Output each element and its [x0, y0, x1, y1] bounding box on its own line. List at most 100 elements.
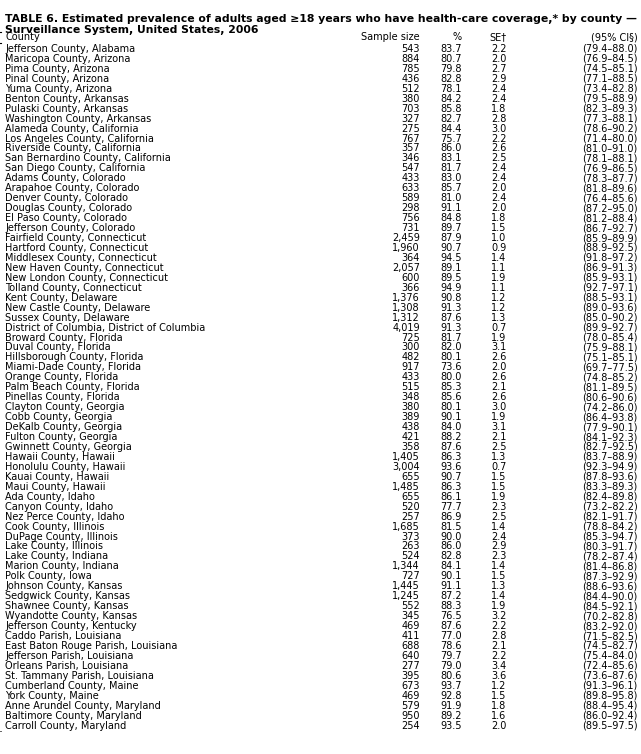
Text: 3.0: 3.0: [491, 124, 506, 133]
Text: 88.3: 88.3: [440, 601, 462, 611]
Text: Sample size: Sample size: [362, 32, 420, 42]
Text: Jefferson Parish, Louisiana: Jefferson Parish, Louisiana: [5, 651, 133, 661]
Text: (88.9–92.5): (88.9–92.5): [582, 243, 638, 253]
Text: 3,004: 3,004: [392, 462, 420, 472]
Text: (74.5–82.7): (74.5–82.7): [582, 641, 638, 651]
Text: (84.4–90.0): (84.4–90.0): [583, 591, 638, 601]
Text: 2.3: 2.3: [491, 501, 506, 512]
Text: (78.2–87.4): (78.2–87.4): [582, 551, 638, 562]
Text: 345: 345: [401, 611, 420, 621]
Text: 90.7: 90.7: [440, 472, 462, 482]
Text: Gwinnett County, Georgia: Gwinnett County, Georgia: [5, 442, 132, 452]
Text: (79.5–88.9): (79.5–88.9): [582, 93, 638, 104]
Text: 86.3: 86.3: [440, 482, 462, 492]
Text: 94.5: 94.5: [440, 253, 462, 263]
Text: 411: 411: [401, 631, 420, 641]
Text: 1.5: 1.5: [491, 572, 506, 581]
Text: Kent County, Delaware: Kent County, Delaware: [5, 293, 117, 302]
Text: 2,057: 2,057: [392, 263, 420, 273]
Text: 3.1: 3.1: [491, 422, 506, 432]
Text: 515: 515: [401, 382, 420, 392]
Text: (84.1–92.3): (84.1–92.3): [583, 432, 638, 442]
Text: 1,960: 1,960: [392, 243, 420, 253]
Text: Lake County, Indiana: Lake County, Indiana: [5, 551, 108, 562]
Text: 364: 364: [401, 253, 420, 263]
Text: Surveillance System, United States, 2006: Surveillance System, United States, 2006: [5, 25, 258, 35]
Text: 469: 469: [401, 691, 420, 700]
Text: 86.9: 86.9: [440, 512, 462, 522]
Text: (73.2–82.2): (73.2–82.2): [582, 501, 638, 512]
Text: 3.4: 3.4: [491, 661, 506, 671]
Text: (88.5–93.1): (88.5–93.1): [583, 293, 638, 302]
Text: 82.8: 82.8: [440, 74, 462, 84]
Text: (95% CI§): (95% CI§): [591, 32, 638, 42]
Text: Jefferson County, Kentucky: Jefferson County, Kentucky: [5, 621, 137, 631]
Text: 75.7: 75.7: [440, 133, 462, 143]
Text: New Castle County, Delaware: New Castle County, Delaware: [5, 302, 151, 313]
Text: SE†: SE†: [489, 32, 506, 42]
Text: 2.6: 2.6: [491, 352, 506, 363]
Text: (83.3–89.3): (83.3–89.3): [583, 482, 638, 492]
Text: 2.4: 2.4: [491, 173, 506, 183]
Text: Hawaii County, Hawaii: Hawaii County, Hawaii: [5, 452, 115, 462]
Text: %: %: [453, 32, 462, 42]
Text: 81.7: 81.7: [440, 164, 462, 173]
Text: (78.0–85.4): (78.0–85.4): [582, 333, 638, 342]
Text: Hillsborough County, Florida: Hillsborough County, Florida: [5, 352, 144, 363]
Text: Polk County, Iowa: Polk County, Iowa: [5, 572, 92, 581]
Text: 2.2: 2.2: [491, 133, 506, 143]
Text: 1.4: 1.4: [491, 253, 506, 263]
Text: 89.2: 89.2: [440, 710, 462, 721]
Text: (85.3–94.7): (85.3–94.7): [582, 532, 638, 541]
Text: 80.6: 80.6: [440, 671, 462, 681]
Text: 93.5: 93.5: [440, 721, 462, 731]
Text: (85.9–89.9): (85.9–89.9): [583, 233, 638, 243]
Text: 1.9: 1.9: [491, 492, 506, 501]
Text: (69.7–77.5): (69.7–77.5): [582, 363, 638, 372]
Text: Cook County, Illinois: Cook County, Illinois: [5, 522, 104, 532]
Text: 1.9: 1.9: [491, 412, 506, 422]
Text: (91.8–97.2): (91.8–97.2): [582, 253, 638, 263]
Text: Los Angeles County, California: Los Angeles County, California: [5, 133, 154, 143]
Text: 917: 917: [401, 363, 420, 372]
Text: 89.7: 89.7: [440, 223, 462, 233]
Text: (74.5–85.1): (74.5–85.1): [582, 64, 638, 74]
Text: 1.6: 1.6: [491, 710, 506, 721]
Text: 579: 579: [401, 700, 420, 711]
Text: 85.6: 85.6: [440, 392, 462, 402]
Text: 1.2: 1.2: [491, 293, 506, 302]
Text: York County, Maine: York County, Maine: [5, 691, 99, 700]
Text: East Baton Rouge Parish, Louisiana: East Baton Rouge Parish, Louisiana: [5, 641, 178, 651]
Text: 640: 640: [401, 651, 420, 661]
Text: (87.3–92.9): (87.3–92.9): [582, 572, 638, 581]
Text: (78.6–90.2): (78.6–90.2): [582, 124, 638, 133]
Text: 82.0: 82.0: [440, 342, 462, 352]
Text: Sussex County, Delaware: Sussex County, Delaware: [5, 313, 129, 323]
Text: San Diego County, California: San Diego County, California: [5, 164, 146, 173]
Text: Duval County, Florida: Duval County, Florida: [5, 342, 111, 352]
Text: (86.7–92.7): (86.7–92.7): [582, 223, 638, 233]
Text: 688: 688: [401, 641, 420, 651]
Text: (88.4–95.4): (88.4–95.4): [583, 700, 638, 711]
Text: 520: 520: [401, 501, 420, 512]
Text: (92.7–97.1): (92.7–97.1): [582, 283, 638, 293]
Text: (80.3–91.7): (80.3–91.7): [583, 541, 638, 551]
Text: 89.1: 89.1: [440, 263, 462, 273]
Text: 482: 482: [401, 352, 420, 363]
Text: 2.6: 2.6: [491, 392, 506, 402]
Text: Shawnee County, Kansas: Shawnee County, Kansas: [5, 601, 129, 611]
Text: 2.9: 2.9: [491, 74, 506, 84]
Text: 2.0: 2.0: [491, 54, 506, 64]
Text: 1.5: 1.5: [491, 223, 506, 233]
Text: Orleans Parish, Louisiana: Orleans Parish, Louisiana: [5, 661, 128, 671]
Text: (71.5–82.5): (71.5–82.5): [582, 631, 638, 641]
Text: Palm Beach County, Florida: Palm Beach County, Florida: [5, 382, 140, 392]
Text: 90.7: 90.7: [440, 243, 462, 253]
Text: 884: 884: [401, 54, 420, 64]
Text: 3.1: 3.1: [491, 342, 506, 352]
Text: 257: 257: [401, 512, 420, 522]
Text: 1.2: 1.2: [491, 302, 506, 313]
Text: 300: 300: [401, 342, 420, 352]
Text: 2.1: 2.1: [491, 641, 506, 651]
Text: 86.0: 86.0: [440, 143, 462, 154]
